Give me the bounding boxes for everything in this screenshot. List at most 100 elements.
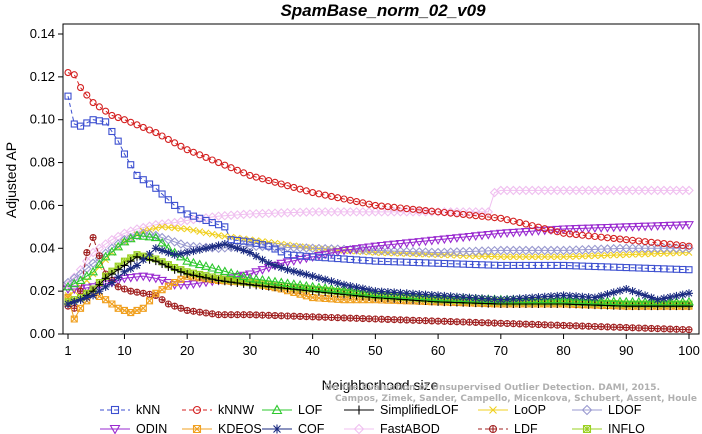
point-knnw (283, 182, 292, 190)
point-ldf (534, 321, 543, 329)
legend-marker-kdeos (192, 424, 202, 434)
point-loop (183, 225, 191, 233)
point-cof (346, 282, 355, 290)
point-knnw (102, 107, 110, 115)
point-lof (94, 259, 105, 268)
point-simplifiedlof (296, 285, 305, 294)
point-cof (170, 250, 179, 259)
point-lof (207, 262, 218, 272)
point-ldf (171, 302, 179, 310)
point-knnw (296, 185, 304, 193)
point-kdeos (114, 304, 122, 312)
point-odin (420, 237, 431, 247)
point-loop (164, 224, 172, 231)
point-simplifiedlof (308, 287, 317, 296)
point-fastabod (326, 207, 337, 217)
legend-marker-ldof (581, 404, 593, 416)
point-loop (509, 253, 517, 261)
point-ldof (389, 246, 399, 256)
point-odin (364, 243, 375, 253)
point-ldof (307, 243, 318, 254)
point-loop (560, 253, 567, 261)
point-odin (232, 273, 243, 282)
point-odin (389, 240, 400, 250)
point-simplifiedlof (126, 257, 135, 266)
point-odin (339, 246, 349, 256)
point-fastabod (464, 207, 475, 217)
point-cof (377, 287, 386, 296)
point-knnw (183, 146, 191, 154)
point-odin (684, 221, 694, 230)
point-knnw (158, 132, 166, 140)
point-ldof (420, 247, 431, 257)
point-knnw (516, 219, 524, 227)
point-knn (114, 137, 122, 145)
point-ldf (120, 285, 129, 293)
point-simplifiedlof (158, 260, 167, 268)
point-ldof (552, 245, 563, 256)
point-odin (533, 227, 544, 236)
point-fastabod (364, 207, 374, 217)
point-lof (621, 296, 632, 306)
point-ldof (646, 243, 657, 254)
point-cof (597, 291, 606, 300)
point-loop (541, 253, 549, 261)
y-axis-label: Adjusted AP (3, 142, 19, 218)
point-fastabod (627, 185, 638, 196)
x-axis-label: Neighborhood size (322, 377, 439, 393)
point-odin (345, 246, 356, 255)
point-odin (414, 238, 425, 247)
point-lof (615, 296, 625, 306)
point-fastabod (615, 185, 625, 196)
point-ldof (514, 245, 525, 256)
point-odin (508, 228, 519, 238)
point-odin (658, 222, 669, 231)
point-ldf (628, 324, 637, 332)
point-cof (666, 293, 675, 302)
point-odin (596, 224, 607, 233)
point-ldf (346, 314, 354, 322)
point-lof (150, 232, 161, 242)
point-loop (629, 251, 636, 258)
point-lof (106, 246, 117, 256)
point-ldof (113, 239, 123, 249)
point-ldf (421, 317, 430, 325)
point-fastabod (320, 207, 330, 217)
point-fastabod (502, 185, 512, 196)
point-lof (232, 269, 243, 279)
point-lof (88, 266, 99, 276)
point-odin (251, 268, 262, 277)
point-loop (503, 253, 511, 261)
point-lof (270, 276, 280, 286)
legend-marker-odin (109, 424, 121, 434)
point-odin (150, 274, 161, 284)
point-ldf (164, 300, 172, 308)
point-cof (572, 292, 581, 301)
x-tick-label: 10 (117, 343, 131, 358)
point-ldf (685, 326, 693, 334)
point-odin (426, 236, 437, 246)
point-cof (465, 293, 474, 302)
point-odin (489, 230, 500, 240)
point-cof (409, 289, 417, 298)
point-ldf (252, 311, 260, 319)
point-ldf (315, 313, 323, 321)
point-cof (333, 279, 342, 287)
point-lof (244, 273, 255, 282)
point-lof (307, 281, 318, 291)
point-loop (604, 251, 611, 259)
y-tick-label: 0.08 (30, 155, 55, 170)
point-ldf (610, 323, 618, 331)
point-ldf (440, 317, 448, 325)
point-knnw (95, 103, 103, 111)
point-lof (596, 295, 607, 305)
point-loop (528, 253, 536, 261)
point-ldf (340, 314, 348, 322)
point-kdeos (102, 296, 110, 304)
point-cof (321, 275, 330, 284)
point-odin (326, 249, 337, 259)
point-odin (188, 280, 199, 289)
point-knnw (252, 173, 260, 181)
series-line-loop (67, 226, 690, 296)
point-simplifiedlof (202, 273, 210, 282)
